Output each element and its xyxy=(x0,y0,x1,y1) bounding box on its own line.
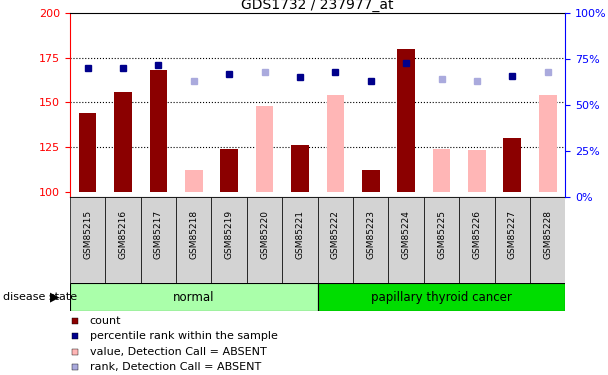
Text: papillary thyroid cancer: papillary thyroid cancer xyxy=(371,291,512,304)
Title: GDS1732 / 237977_at: GDS1732 / 237977_at xyxy=(241,0,394,12)
Bar xyxy=(459,197,495,283)
Bar xyxy=(326,95,344,192)
Text: GSM85217: GSM85217 xyxy=(154,210,163,259)
Text: GSM85226: GSM85226 xyxy=(472,210,482,259)
Bar xyxy=(530,197,565,283)
Bar xyxy=(397,49,415,192)
Bar xyxy=(247,197,282,283)
Bar xyxy=(353,197,389,283)
Bar xyxy=(70,283,317,311)
Text: GSM85218: GSM85218 xyxy=(189,210,198,259)
Bar xyxy=(70,197,105,283)
Bar xyxy=(212,197,247,283)
Text: GSM85222: GSM85222 xyxy=(331,210,340,259)
Bar xyxy=(424,197,459,283)
Text: GSM85219: GSM85219 xyxy=(225,210,233,259)
Text: rank, Detection Call = ABSENT: rank, Detection Call = ABSENT xyxy=(90,362,261,372)
Bar xyxy=(105,197,140,283)
Text: disease state: disease state xyxy=(3,292,77,302)
Bar xyxy=(433,149,451,192)
Bar xyxy=(468,150,486,192)
Bar xyxy=(503,138,521,192)
Bar xyxy=(176,197,212,283)
Bar xyxy=(282,197,317,283)
Bar xyxy=(114,92,132,192)
Bar xyxy=(185,170,202,192)
Bar xyxy=(317,283,565,311)
Bar xyxy=(362,170,379,192)
Text: GSM85227: GSM85227 xyxy=(508,210,517,259)
Text: GSM85220: GSM85220 xyxy=(260,210,269,259)
Text: normal: normal xyxy=(173,291,215,304)
Bar xyxy=(291,145,309,192)
Text: GSM85223: GSM85223 xyxy=(366,210,375,259)
Text: GSM85228: GSM85228 xyxy=(543,210,552,259)
Bar xyxy=(256,106,274,192)
Text: GSM85225: GSM85225 xyxy=(437,210,446,259)
Bar xyxy=(150,70,167,192)
Text: percentile rank within the sample: percentile rank within the sample xyxy=(90,332,278,341)
Text: count: count xyxy=(90,316,121,326)
Bar xyxy=(539,95,556,192)
Text: ▶: ▶ xyxy=(50,291,60,304)
Text: GSM85224: GSM85224 xyxy=(402,210,410,259)
Bar xyxy=(389,197,424,283)
Text: GSM85216: GSM85216 xyxy=(119,210,128,259)
Bar xyxy=(495,197,530,283)
Bar xyxy=(317,197,353,283)
Text: GSM85215: GSM85215 xyxy=(83,210,92,259)
Bar xyxy=(220,149,238,192)
Bar xyxy=(140,197,176,283)
Text: GSM85221: GSM85221 xyxy=(295,210,305,259)
Bar xyxy=(79,113,97,192)
Text: value, Detection Call = ABSENT: value, Detection Call = ABSENT xyxy=(90,347,266,357)
